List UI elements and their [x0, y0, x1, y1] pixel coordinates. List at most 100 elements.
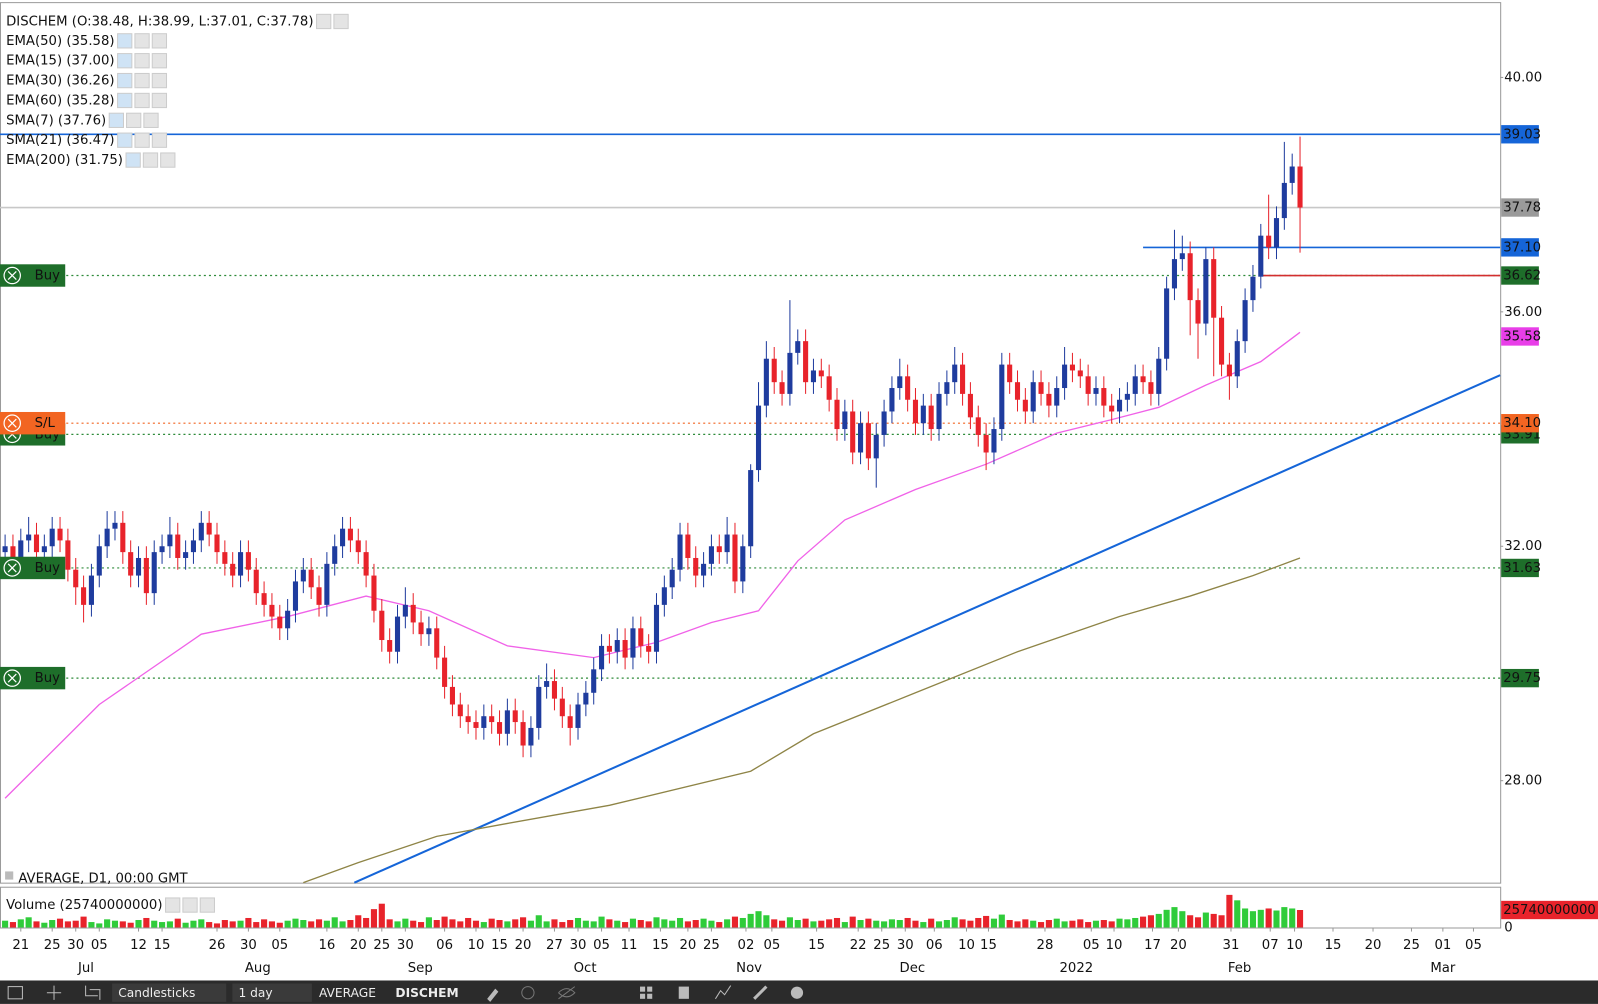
- order-marker[interactable]: [0, 264, 66, 287]
- x-month-label: Mar: [1430, 961, 1456, 976]
- close-order-icon[interactable]: [3, 559, 21, 577]
- order-marker[interactable]: [0, 666, 66, 690]
- volume-bar: [653, 917, 660, 928]
- candle-body: [1069, 364, 1075, 371]
- y-tick-label: 40.00: [1504, 70, 1542, 85]
- candle-body: [473, 722, 479, 728]
- volume-bar: [308, 921, 315, 928]
- legend-icon[interactable]: [165, 897, 181, 913]
- legend-icon[interactable]: [333, 13, 349, 30]
- tool-icon[interactable]: [521, 986, 535, 1000]
- volume-bar: [465, 917, 472, 928]
- x-tick-label: 15: [808, 938, 825, 953]
- volume-bar: [206, 922, 213, 928]
- close-order-icon[interactable]: [3, 669, 21, 687]
- layout-icon[interactable]: [647, 993, 653, 999]
- candle-body: [1022, 399, 1028, 412]
- hide-icon[interactable]: [558, 986, 576, 1000]
- volume-bar: [1187, 915, 1194, 928]
- candle-body: [944, 382, 950, 394]
- volume-label: Volume (25740000000): [6, 898, 162, 913]
- legend-icon[interactable]: [151, 33, 168, 49]
- legend-icon[interactable]: [134, 33, 150, 49]
- legend-icon[interactable]: [151, 72, 168, 89]
- volume-bar: [449, 919, 456, 928]
- legend-icon[interactable]: [117, 92, 133, 109]
- volume-bar: [1155, 913, 1162, 928]
- symbol[interactable]: DISCHEM: [395, 986, 458, 1000]
- layout-icon[interactable]: [640, 993, 646, 999]
- crosshair-icon[interactable]: [46, 985, 62, 1000]
- layout-icon[interactable]: [647, 986, 653, 992]
- close-order-icon[interactable]: [3, 414, 21, 432]
- volume-bar: [739, 917, 746, 928]
- candle-body: [763, 358, 769, 406]
- chart-type-select[interactable]: [112, 983, 227, 1002]
- volume-bar: [645, 921, 652, 928]
- order-marker[interactable]: [0, 556, 66, 580]
- legend-icon[interactable]: [134, 92, 150, 109]
- legend-icon[interactable]: [126, 112, 142, 128]
- draw-icon[interactable]: [487, 988, 499, 1002]
- candle-body: [803, 341, 809, 383]
- candle-body: [779, 382, 785, 394]
- template-icon[interactable]: [678, 986, 689, 999]
- legend-icon[interactable]: [117, 72, 133, 89]
- legend-icon[interactable]: [316, 13, 332, 30]
- legend-icon[interactable]: [108, 112, 124, 128]
- legend-icon[interactable]: [151, 132, 168, 148]
- volume-bar: [127, 922, 134, 928]
- indicator-icon[interactable]: [714, 985, 732, 1000]
- candle-body: [316, 587, 322, 605]
- interval-select[interactable]: [232, 983, 312, 1002]
- legend-icon[interactable]: [199, 897, 215, 913]
- close-order-icon[interactable]: [3, 266, 21, 285]
- volume-bar: [951, 917, 958, 928]
- order-marker[interactable]: [0, 411, 66, 435]
- link-icon[interactable]: [753, 985, 768, 1000]
- legend-icon[interactable]: [143, 112, 159, 128]
- legend-icon[interactable]: [117, 132, 133, 148]
- volume-bar: [339, 921, 346, 928]
- account[interactable]: AVERAGE: [319, 986, 376, 1000]
- x-tick-label: 30: [897, 938, 914, 953]
- candle-body: [583, 692, 589, 705]
- x-month-label: Feb: [1228, 961, 1251, 976]
- volume-bar: [370, 909, 378, 928]
- legend-icon[interactable]: [182, 897, 198, 913]
- price-tag-label: 31.63: [1503, 561, 1541, 576]
- layout-icon[interactable]: [640, 986, 646, 992]
- legend-icon[interactable]: [117, 33, 133, 49]
- legend-icon[interactable]: [142, 152, 159, 168]
- candle-body: [402, 604, 408, 617]
- y-tick-label: 36.00: [1504, 305, 1542, 320]
- candle-body: [928, 405, 934, 430]
- candle-body: [544, 681, 550, 687]
- legend-icon[interactable]: [117, 53, 133, 69]
- legend-icon[interactable]: [151, 92, 168, 109]
- volume-bar: [1037, 922, 1045, 928]
- close-order-cross: [7, 563, 17, 573]
- x-tick-label: 05: [1465, 938, 1482, 953]
- indicator-legend: EMA(200) (31.75): [6, 153, 123, 168]
- legend-icon[interactable]: [151, 53, 168, 69]
- volume-bar: [1092, 920, 1100, 928]
- legend-icon[interactable]: [134, 132, 150, 148]
- candle-body: [198, 522, 204, 541]
- legend-icon[interactable]: [125, 152, 141, 168]
- settings-icon[interactable]: [790, 986, 804, 999]
- crop-icon[interactable]: [85, 985, 101, 1000]
- volume-bar: [771, 919, 778, 928]
- volume-bar: [1140, 916, 1147, 928]
- volume-bar: [402, 918, 409, 928]
- legend-icon[interactable]: [134, 72, 150, 89]
- toolbar-icon[interactable]: [7, 986, 23, 1000]
- x-tick-label: 27: [546, 938, 563, 953]
- legend-icon[interactable]: [134, 53, 150, 69]
- volume-bar: [1006, 920, 1013, 928]
- volume-bar: [496, 920, 503, 928]
- candle-body: [65, 540, 71, 570]
- candle-body: [646, 645, 652, 652]
- volume-bar: [245, 917, 252, 928]
- legend-icon[interactable]: [160, 152, 176, 168]
